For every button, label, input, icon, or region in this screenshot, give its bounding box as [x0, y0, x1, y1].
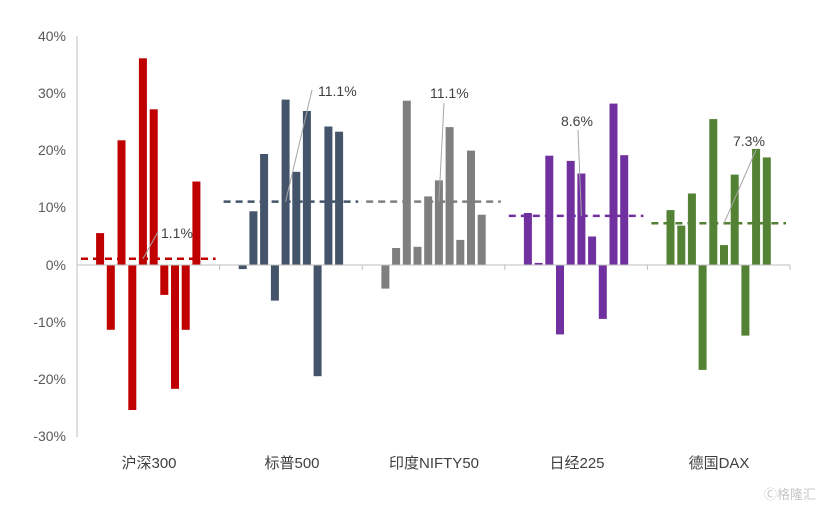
bar: [292, 171, 301, 266]
bar: [192, 181, 201, 266]
bar: [413, 246, 422, 266]
bar: [96, 233, 105, 266]
bar: [117, 140, 126, 266]
y-tick-label: 20%: [38, 142, 66, 158]
x-axis-ticks: [76, 265, 791, 270]
bar: [752, 148, 761, 266]
bar: [666, 210, 675, 266]
bar: [381, 265, 390, 289]
bar: [138, 58, 147, 266]
watermark: Ⓒ格隆汇: [764, 484, 816, 503]
label-leader-line: [577, 129, 582, 216]
category-label: 日经225: [549, 455, 604, 472]
average-label: 11.1%: [430, 85, 469, 101]
bar: [456, 239, 465, 266]
bar: [609, 103, 618, 266]
bar: [467, 150, 475, 266]
y-tick-label: -10%: [33, 314, 66, 330]
bar: [620, 155, 629, 266]
bar: [249, 211, 258, 266]
bar: [106, 265, 115, 330]
bar: [324, 126, 333, 266]
bar: [160, 265, 169, 295]
bar: [720, 245, 728, 266]
bar: [434, 180, 443, 266]
bar-marks: [81, 58, 786, 410]
y-tick-label: 0%: [46, 257, 66, 273]
bar: [523, 213, 532, 266]
bar: [302, 111, 311, 266]
y-tick-label: 10%: [38, 199, 66, 215]
average-label: 1.1%: [161, 225, 193, 241]
bar: [238, 265, 247, 270]
bar: [698, 265, 707, 370]
bar: [556, 265, 564, 335]
bar: [128, 265, 137, 410]
category-label: 沪深300: [121, 455, 176, 472]
bar: [149, 109, 158, 266]
bar: [677, 225, 686, 266]
bar: [687, 193, 696, 266]
bar: [566, 160, 575, 266]
label-leader-line: [142, 231, 159, 260]
bar: [392, 248, 401, 266]
average-label: 7.3%: [733, 133, 765, 149]
watermark-text: 格隆汇: [776, 488, 816, 503]
bar: [270, 265, 279, 301]
bar: [424, 196, 433, 266]
bar: [545, 155, 554, 266]
bar: [709, 119, 718, 266]
bar: [477, 214, 486, 266]
bar: [577, 173, 586, 266]
bar: [445, 127, 454, 266]
bar: [402, 100, 411, 266]
bar: [313, 265, 322, 377]
y-tick-label: -20%: [33, 371, 66, 387]
y-tick-label: 40%: [38, 28, 66, 44]
bar: [171, 265, 179, 389]
label-leader-line: [285, 89, 313, 202]
bar: [281, 99, 290, 266]
bar: [335, 131, 344, 266]
x-axis-labels: 沪深300 标普500 印度NIFTY50 日经225 德国DAX: [121, 454, 749, 472]
category-label: 标普500: [264, 455, 319, 472]
y-axis: 40% 30% 20% 10% 0% -10% -20% -30%: [33, 28, 78, 444]
bar: [181, 265, 190, 330]
y-tick-label: 30%: [38, 85, 66, 101]
bar: [588, 236, 597, 266]
bar: [598, 265, 607, 319]
bar: [534, 262, 543, 266]
category-label: 印度NIFTY50: [389, 455, 479, 472]
average-label: 11.1%: [318, 83, 357, 99]
average-label: 8.6%: [561, 113, 593, 129]
bar: [741, 265, 750, 336]
bar: [260, 154, 269, 266]
bar: [762, 157, 771, 266]
label-leader-line: [438, 102, 445, 202]
category-label: 德国DAX: [689, 454, 750, 472]
y-tick-label: -30%: [33, 428, 66, 444]
average-labels: 1.1% 11.1% 11.1% 8.6% 7.3%: [161, 83, 765, 241]
bar: [730, 174, 739, 266]
watermark-logo-icon: Ⓒ: [763, 488, 777, 503]
label-leader-line: [723, 149, 757, 224]
